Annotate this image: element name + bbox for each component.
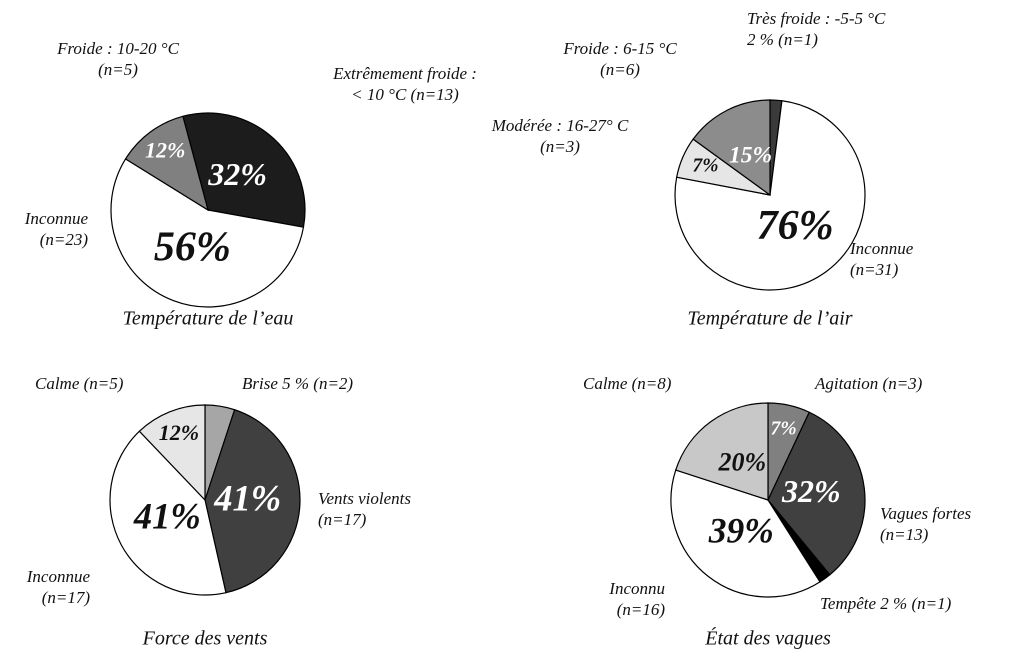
pie-title: Température de l’air <box>687 308 852 330</box>
slice-label: Modérée : 16-27° C (n=3) <box>491 116 629 156</box>
slice-label-line: Très froide : -5-5 °C <box>747 9 886 28</box>
slice-label: Brise 5 % (n=2) <box>242 374 353 393</box>
percent-label: 41% <box>213 477 281 518</box>
slice-label: Froide : 6-15 °C (n=6) <box>562 39 677 79</box>
percent-label: 76% <box>757 203 834 249</box>
slice-label-line: Inconnu <box>608 579 665 598</box>
slice-label-line: Tempête 2 % (n=1) <box>820 594 952 613</box>
slice-label: Calme (n=5) <box>35 374 124 393</box>
pie-slice <box>124 115 209 212</box>
slice-label-line: (n=6) <box>600 60 640 79</box>
slice-label-line: Vents violents <box>318 489 411 508</box>
slice-label: Tempête 2 % (n=1) <box>820 594 952 613</box>
slice-label: Calme (n=8) <box>583 374 672 393</box>
pie-title: État des vagues <box>704 627 831 650</box>
pie-slice <box>767 411 866 576</box>
percent-label: 32% <box>207 156 267 192</box>
slice-label-line: Modérée : 16-27° C <box>491 116 629 135</box>
slice-label-line: (n=5) <box>98 60 138 79</box>
slice-label-line: Froide : 6-15 °C <box>562 39 677 58</box>
pie-slice <box>670 469 821 598</box>
pie-slice <box>674 402 769 501</box>
slice-label: Inconnue (n=17) <box>26 567 91 607</box>
slice-label-line: Agitation (n=3) <box>814 374 923 393</box>
slice-label-line: 2 % (n=1) <box>747 30 818 49</box>
slice-label-line: (n=31) <box>850 260 899 279</box>
percent-label: 15% <box>729 142 772 168</box>
pie-slice <box>204 408 301 594</box>
slice-label-line: < 10 °C (n=13) <box>351 85 459 104</box>
slice-label-line: (n=13) <box>880 525 929 544</box>
percent-label: 32% <box>781 473 841 509</box>
slice-label: Vagues fortes (n=13) <box>880 504 972 544</box>
pie-title: Température de l’eau <box>123 308 294 330</box>
percent-label: 56% <box>154 224 231 270</box>
percent-label: 12% <box>145 137 185 162</box>
slice-label: Froide : 10-20 °C (n=5) <box>56 39 180 79</box>
percent-label: 41% <box>133 496 201 537</box>
pie-title: Force des vents <box>142 628 268 650</box>
slice-label-line: (n=17) <box>42 588 91 607</box>
slice-label: Inconnue (n=23) <box>24 209 89 249</box>
slice-label: Agitation (n=3) <box>814 374 923 393</box>
slice-label: Inconnue (n=31) <box>849 239 914 279</box>
percent-label: 39% <box>708 511 774 551</box>
percent-label: 20% <box>718 448 767 477</box>
slice-label-line: Vagues fortes <box>880 504 972 523</box>
pie-slice <box>138 404 206 502</box>
percent-label: 12% <box>159 420 199 445</box>
slice-label: Extrêmement froide : < 10 °C (n=13) <box>332 64 477 104</box>
slice-label-line: (n=17) <box>318 510 367 529</box>
slice-label-line: Extrêmement froide : <box>332 64 477 83</box>
percent-label: 7% <box>771 418 797 439</box>
pie-slice <box>692 99 771 197</box>
slice-label-line: Calme (n=8) <box>583 374 672 393</box>
slice-label-line: Inconnue <box>26 567 91 586</box>
slice-label: Très froide : -5-5 °C 2 % (n=1) <box>747 9 886 49</box>
slice-label: Vents violents (n=17) <box>318 489 411 529</box>
slice-label-line: Calme (n=5) <box>35 374 124 393</box>
pie-slice <box>110 158 305 308</box>
slice-label-line: (n=16) <box>617 600 666 619</box>
slice-label: Inconnu (n=16) <box>608 579 665 619</box>
pie-slice <box>182 112 306 228</box>
slice-label-line: Inconnue <box>849 239 914 258</box>
pie-slice <box>109 430 227 596</box>
percent-label: 7% <box>692 156 718 177</box>
slice-label-line: Froide : 10-20 °C <box>56 39 180 58</box>
slice-label-line: Inconnue <box>24 209 89 228</box>
slice-label-line: Brise 5 % (n=2) <box>242 374 353 393</box>
slice-label-line: (n=3) <box>540 137 580 156</box>
slice-label-line: (n=23) <box>40 230 89 249</box>
